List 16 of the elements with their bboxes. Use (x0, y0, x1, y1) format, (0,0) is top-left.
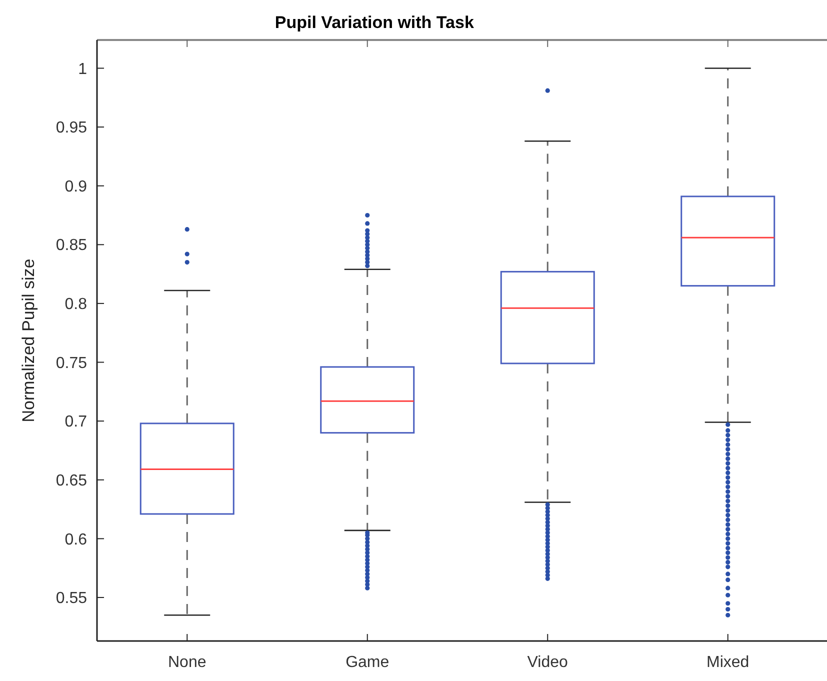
x-tick-label: Mixed (706, 654, 750, 671)
x-tick-label: Video (527, 654, 568, 671)
y-tick-label: 0.6 (64, 531, 88, 548)
y-tick-label: 0.9 (64, 178, 88, 196)
y-tick-label: 0.55 (56, 590, 88, 608)
chart-title: Pupil Variation with Task (274, 13, 474, 32)
y-tick-label: 1 (78, 60, 88, 78)
y-tick-label: 0.65 (56, 472, 88, 490)
y-tick-label: 0.8 (64, 296, 88, 314)
x-tick-label: Game (346, 654, 390, 671)
y-tick-label: 0.7 (64, 414, 88, 431)
y-tick-label: 0.85 (56, 237, 88, 254)
y-tick-label: 0.75 (56, 354, 88, 372)
y-axis-title: Normalized Pupil size (19, 258, 38, 422)
y-tick-label: 0.95 (56, 120, 88, 137)
x-tick-label: None (168, 654, 206, 671)
